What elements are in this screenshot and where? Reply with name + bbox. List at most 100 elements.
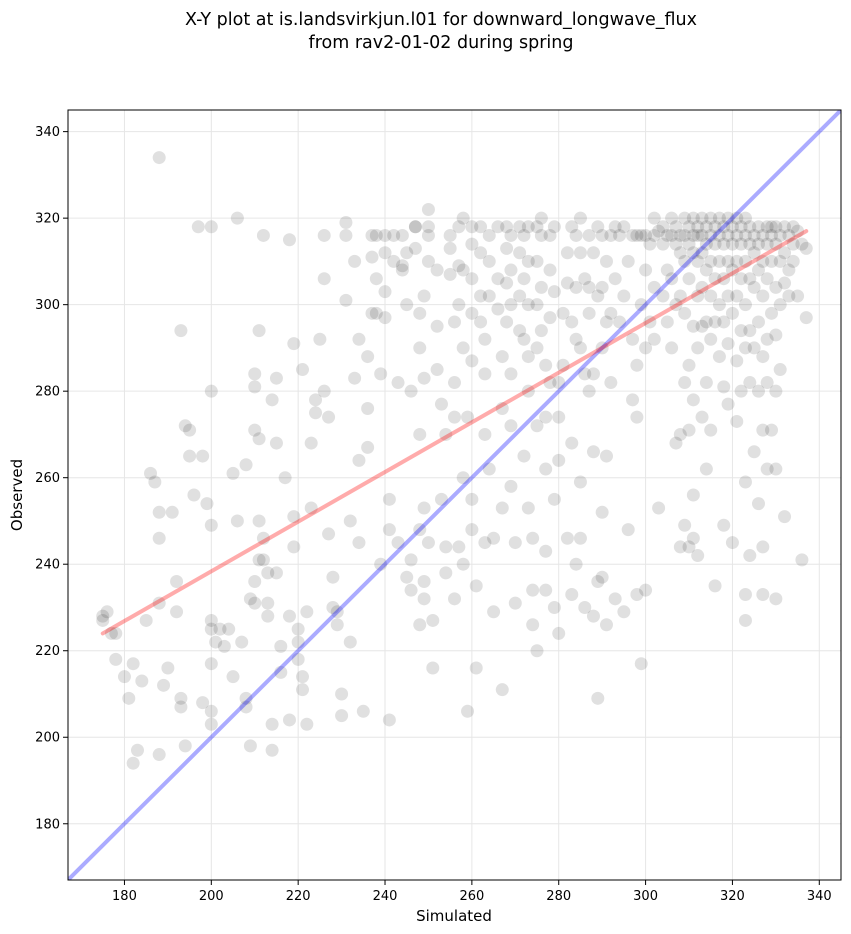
data-point [760, 332, 774, 346]
data-point [534, 324, 548, 338]
data-point [430, 319, 444, 333]
data-point [152, 596, 166, 610]
data-point [795, 553, 809, 567]
data-point [452, 298, 466, 312]
data-point [204, 622, 218, 636]
plot-area-frame [67, 109, 842, 881]
data-point [361, 401, 375, 415]
data-point [751, 220, 765, 234]
data-point [586, 246, 600, 260]
data-point [725, 237, 739, 251]
data-point [769, 280, 783, 294]
data-point [230, 211, 244, 225]
data-point [174, 324, 188, 338]
data-point [721, 337, 735, 351]
data-point [573, 341, 587, 355]
data-point [439, 566, 453, 580]
data-point [222, 622, 236, 636]
data-point [699, 315, 713, 329]
data-point [304, 436, 318, 450]
data-point [196, 449, 210, 463]
data-point [721, 211, 735, 225]
data-point [461, 704, 475, 718]
data-point [738, 228, 752, 242]
data-point [469, 661, 483, 675]
data-point [760, 462, 774, 476]
data-point [487, 605, 501, 619]
data-point [261, 596, 275, 610]
data-point [639, 583, 653, 597]
data-point [795, 237, 809, 251]
data-point [730, 354, 744, 368]
data-point [526, 531, 540, 545]
data-point [196, 696, 210, 710]
data-point [465, 220, 479, 234]
data-point [382, 523, 396, 537]
data-point [239, 691, 253, 705]
y-tick-label: 340 [35, 125, 60, 140]
data-point [743, 237, 757, 251]
data-point [773, 363, 787, 377]
data-point [269, 436, 283, 450]
data-point [760, 272, 774, 286]
data-point [469, 579, 483, 593]
data-point [699, 462, 713, 476]
data-point [778, 510, 792, 524]
data-point [291, 635, 305, 649]
data-point [556, 306, 570, 320]
data-point [126, 657, 140, 671]
x-tick-label: 220 [286, 889, 311, 904]
data-point [530, 254, 544, 268]
data-point [682, 358, 696, 372]
data-point [791, 224, 805, 238]
data-point [161, 661, 175, 675]
data-point [534, 280, 548, 294]
data-point [573, 475, 587, 489]
data-point [786, 237, 800, 251]
data-point [756, 423, 770, 437]
data-point [465, 272, 479, 286]
data-point [699, 220, 713, 234]
data-point [730, 211, 744, 225]
data-point [382, 492, 396, 506]
data-point [686, 319, 700, 333]
data-point [751, 315, 765, 329]
data-point [586, 367, 600, 381]
data-point [669, 298, 683, 312]
data-point [365, 306, 379, 320]
data-point [343, 635, 357, 649]
data-point [395, 263, 409, 277]
data-point [434, 492, 448, 506]
data-point [543, 311, 557, 325]
data-point [786, 254, 800, 268]
x-tick-label: 180 [112, 889, 137, 904]
data-point [717, 220, 731, 234]
data-point [413, 427, 427, 441]
data-point [730, 289, 744, 303]
data-point [560, 531, 574, 545]
data-point [665, 228, 679, 242]
data-point [630, 228, 644, 242]
data-point [686, 228, 700, 242]
data-point [443, 241, 457, 255]
data-point [465, 237, 479, 251]
data-point [456, 211, 470, 225]
data-point [756, 228, 770, 242]
data-point [513, 220, 527, 234]
data-point [374, 367, 388, 381]
data-point [530, 644, 544, 658]
data-point [543, 263, 557, 277]
data-point [426, 661, 440, 675]
data-point [765, 220, 779, 234]
data-point [478, 367, 492, 381]
data-point [526, 618, 540, 632]
data-point [526, 583, 540, 597]
data-point [395, 228, 409, 242]
data-point [122, 691, 136, 705]
data-point [521, 384, 535, 398]
data-point [682, 220, 696, 234]
data-point [652, 224, 666, 238]
data-point [721, 289, 735, 303]
data-point [387, 254, 401, 268]
data-point [678, 228, 692, 242]
